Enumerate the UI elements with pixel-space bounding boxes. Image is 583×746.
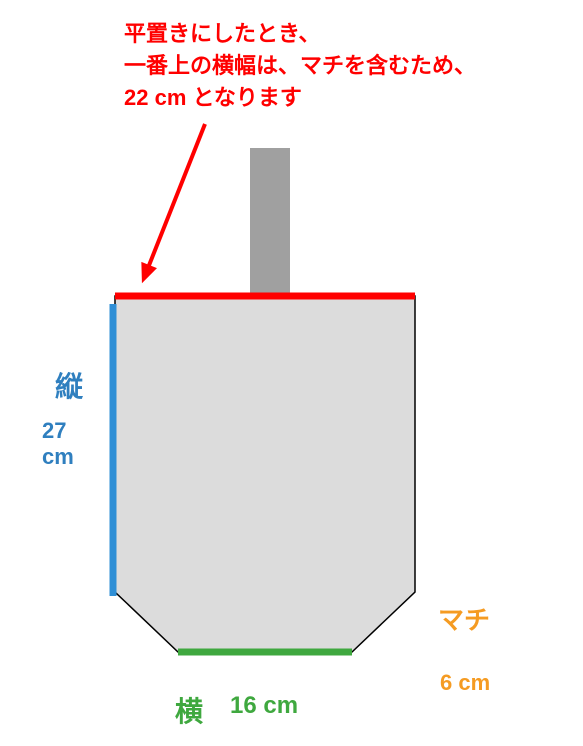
vertical-label-value: 27 cm bbox=[42, 418, 74, 470]
bag-body bbox=[115, 296, 415, 652]
width-label-kanji: 横 bbox=[175, 690, 203, 730]
width-label-value: 16 cm bbox=[230, 692, 298, 720]
gusset-label-value: 6 cm bbox=[440, 670, 490, 696]
gusset-label-kanji: マチ bbox=[438, 600, 490, 637]
callout-arrow bbox=[141, 124, 205, 283]
diagram-svg-layer bbox=[0, 0, 583, 746]
diagram-canvas: 平置きにしたとき、 一番上の横幅は、マチを含むため、 22 cm となります 縦… bbox=[0, 0, 583, 746]
bag-handle bbox=[250, 148, 290, 296]
vertical-label-kanji: 縦 bbox=[55, 365, 83, 405]
